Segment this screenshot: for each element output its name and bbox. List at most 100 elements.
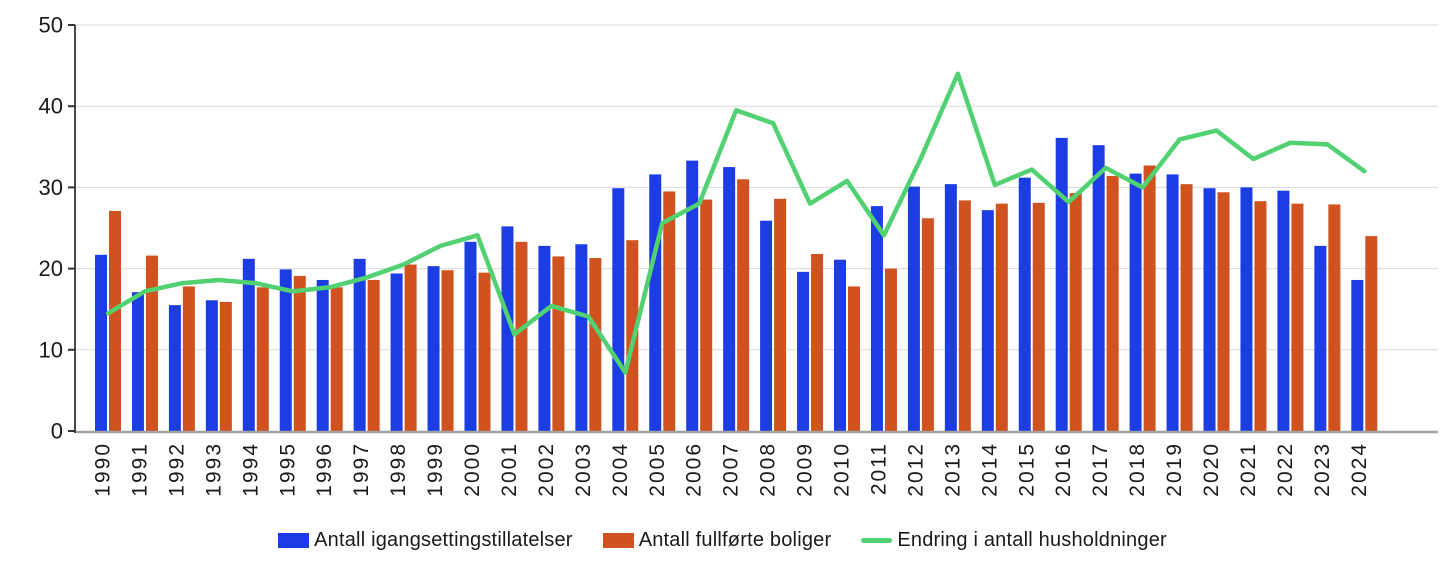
bar-fullforte-boliger-2020 (1217, 192, 1230, 431)
x-axis-year-label: 1991 (128, 442, 151, 497)
bar-igangsettingstillatelser-2002 (538, 245, 551, 431)
bar-fullforte-boliger-2006 (700, 199, 713, 431)
bar-fullforte-boliger-1992 (182, 286, 195, 431)
bar-igangsettingstillatelser-1991 (131, 292, 144, 431)
bar-igangsettingstillatelser-2023 (1314, 245, 1327, 431)
bar-fullforte-boliger-1999 (441, 270, 454, 431)
bar-igangsettingstillatelser-1997 (353, 258, 366, 431)
bar-igangsettingstillatelser-1994 (242, 258, 255, 431)
bar-igangsettingstillatelser-2019 (1166, 174, 1179, 431)
bar-igangsettingstillatelser-1998 (390, 273, 403, 431)
bar-fullforte-boliger-2005 (663, 191, 676, 431)
bar-igangsettingstillatelser-2001 (501, 226, 514, 431)
bar-fullforte-boliger-2003 (589, 258, 602, 431)
legend-label-endring-husholdninger: Endring i antall husholdninger (897, 529, 1167, 551)
legend-label-fullforte-boliger: Antall fullførte boliger (638, 529, 832, 551)
x-axis-year-label: 2022 (1274, 442, 1297, 497)
bar-igangsettingstillatelser-2020 (1203, 188, 1216, 431)
x-axis-year-label: 2003 (572, 442, 595, 497)
bar-igangsettingstillatelser-2017 (1092, 145, 1105, 431)
y-axis-tick-label: 0 (51, 419, 63, 444)
legend-swatch-green-line-icon (861, 538, 893, 543)
bar-fullforte-boliger-2007 (737, 179, 750, 431)
bar-fullforte-boliger-2009 (811, 253, 824, 431)
bar-igangsettingstillatelser-2010 (834, 259, 846, 431)
bar-igangsettingstillatelser-1990 (95, 254, 107, 431)
bar-fullforte-boliger-2022 (1291, 203, 1304, 431)
line-endring-husholdninger (105, 71, 1367, 375)
bar-fullforte-boliger-2023 (1328, 204, 1341, 431)
x-axis-year-label: 2021 (1237, 442, 1260, 497)
x-axis-labels: 1990 1991 1992 1993 1994 1995 1996 1997 1998 1999… (92, 442, 1371, 497)
legend-swatch-orange-bar-icon (602, 533, 634, 548)
y-axis-tick-label: 50 (39, 13, 63, 38)
x-axis-year-label: 2023 (1311, 442, 1334, 497)
bar-fullforte-boliger-1997 (367, 279, 380, 431)
bar-fullforte-boliger-1996 (330, 287, 343, 431)
bar-fullforte-boliger-1998 (404, 264, 417, 431)
bar-fullforte-boliger-2014 (995, 203, 1008, 431)
x-axis-year-label: 1995 (276, 442, 299, 497)
bar-igangsettingstillatelser-2024 (1351, 279, 1364, 431)
bar-igangsettingstillatelser-2000 (464, 241, 477, 431)
x-axis-year-label: 2009 (794, 442, 817, 497)
bar-fullforte-boliger-2011 (884, 268, 897, 431)
bar-igangsettingstillatelser-1999 (427, 266, 440, 431)
bar-igangsettingstillatelser-2016 (1055, 137, 1068, 432)
bar-igangsettingstillatelser-2012 (907, 186, 920, 431)
x-axis-year-label: 1990 (92, 442, 115, 497)
x-axis-year-label: 2024 (1348, 442, 1371, 497)
bar-fullforte-boliger-2017 (1106, 176, 1119, 431)
x-axis-year-label: 2020 (1200, 442, 1223, 497)
bar-fullforte-boliger-2008 (774, 198, 787, 431)
bar-fullforte-boliger-2019 (1180, 184, 1193, 431)
bar-fullforte-boliger-2015 (1032, 202, 1045, 431)
bar-fullforte-boliger-2012 (921, 218, 934, 431)
bars-fullforte-boliger (109, 165, 1378, 431)
chart-legend: Antall igangsettingstillatelser Antall f… (0, 529, 1445, 552)
y-axis-tick-label: 20 (39, 256, 63, 281)
y-axis-tick-label: 10 (39, 337, 63, 362)
bar-fullforte-boliger-1994 (256, 287, 269, 431)
bar-fullforte-boliger-2024 (1365, 236, 1378, 431)
bar-fullforte-boliger-1991 (145, 255, 158, 431)
bar-igangsettingstillatelser-2007 (723, 167, 736, 431)
x-axis-year-label: 2014 (978, 442, 1001, 497)
bar-fullforte-boliger-2001 (515, 241, 528, 431)
x-axis-year-label: 1998 (387, 442, 410, 497)
bar-igangsettingstillatelser-2022 (1277, 190, 1290, 431)
bar-fullforte-boliger-2013 (958, 200, 971, 431)
x-axis-year-label: 2012 (904, 442, 927, 497)
bar-igangsettingstillatelser-1992 (168, 305, 181, 431)
x-axis-year-label: 2016 (1052, 442, 1075, 497)
bar-igangsettingstillatelser-2006 (686, 160, 699, 431)
bar-igangsettingstillatelser-2009 (797, 271, 810, 431)
bar-igangsettingstillatelser-2018 (1129, 173, 1142, 431)
legend-item-endring-husholdninger: Endring i antall husholdninger (861, 529, 1167, 552)
y-axis-tick-label: 40 (39, 94, 63, 119)
bar-igangsettingstillatelser-2003 (575, 244, 588, 431)
bar-fullforte-boliger-2016 (1069, 193, 1082, 431)
bar-fullforte-boliger-1993 (219, 301, 232, 431)
gridlines (75, 24, 1438, 351)
x-axis-year-label: 2013 (941, 442, 964, 497)
x-axis-year-label: 2004 (609, 442, 632, 497)
x-axis-year-label: 2019 (1163, 442, 1186, 497)
bar-fullforte-boliger-1995 (293, 275, 306, 431)
bar-igangsettingstillatelser-1993 (205, 300, 218, 431)
bar-fullforte-boliger-2000 (478, 272, 491, 431)
x-axis-year-label: 1992 (165, 442, 188, 497)
y-axis-tick-label: 30 (39, 175, 63, 200)
bar-fullforte-boliger-2018 (1143, 165, 1156, 431)
x-axis-year-label: 2005 (646, 442, 669, 497)
bars-igangsettingstillatelser (95, 137, 1364, 432)
bar-fullforte-boliger-2002 (552, 256, 565, 431)
x-axis-year-label: 2015 (1015, 442, 1038, 497)
bar-fullforte-boliger-1990 (109, 210, 121, 431)
legend-item-fullforte-boliger: Antall fullførte boliger (602, 529, 832, 552)
bar-igangsettingstillatelser-2005 (649, 174, 662, 431)
x-axis-year-label: 2006 (683, 442, 706, 497)
bar-igangsettingstillatelser-1996 (316, 279, 329, 431)
